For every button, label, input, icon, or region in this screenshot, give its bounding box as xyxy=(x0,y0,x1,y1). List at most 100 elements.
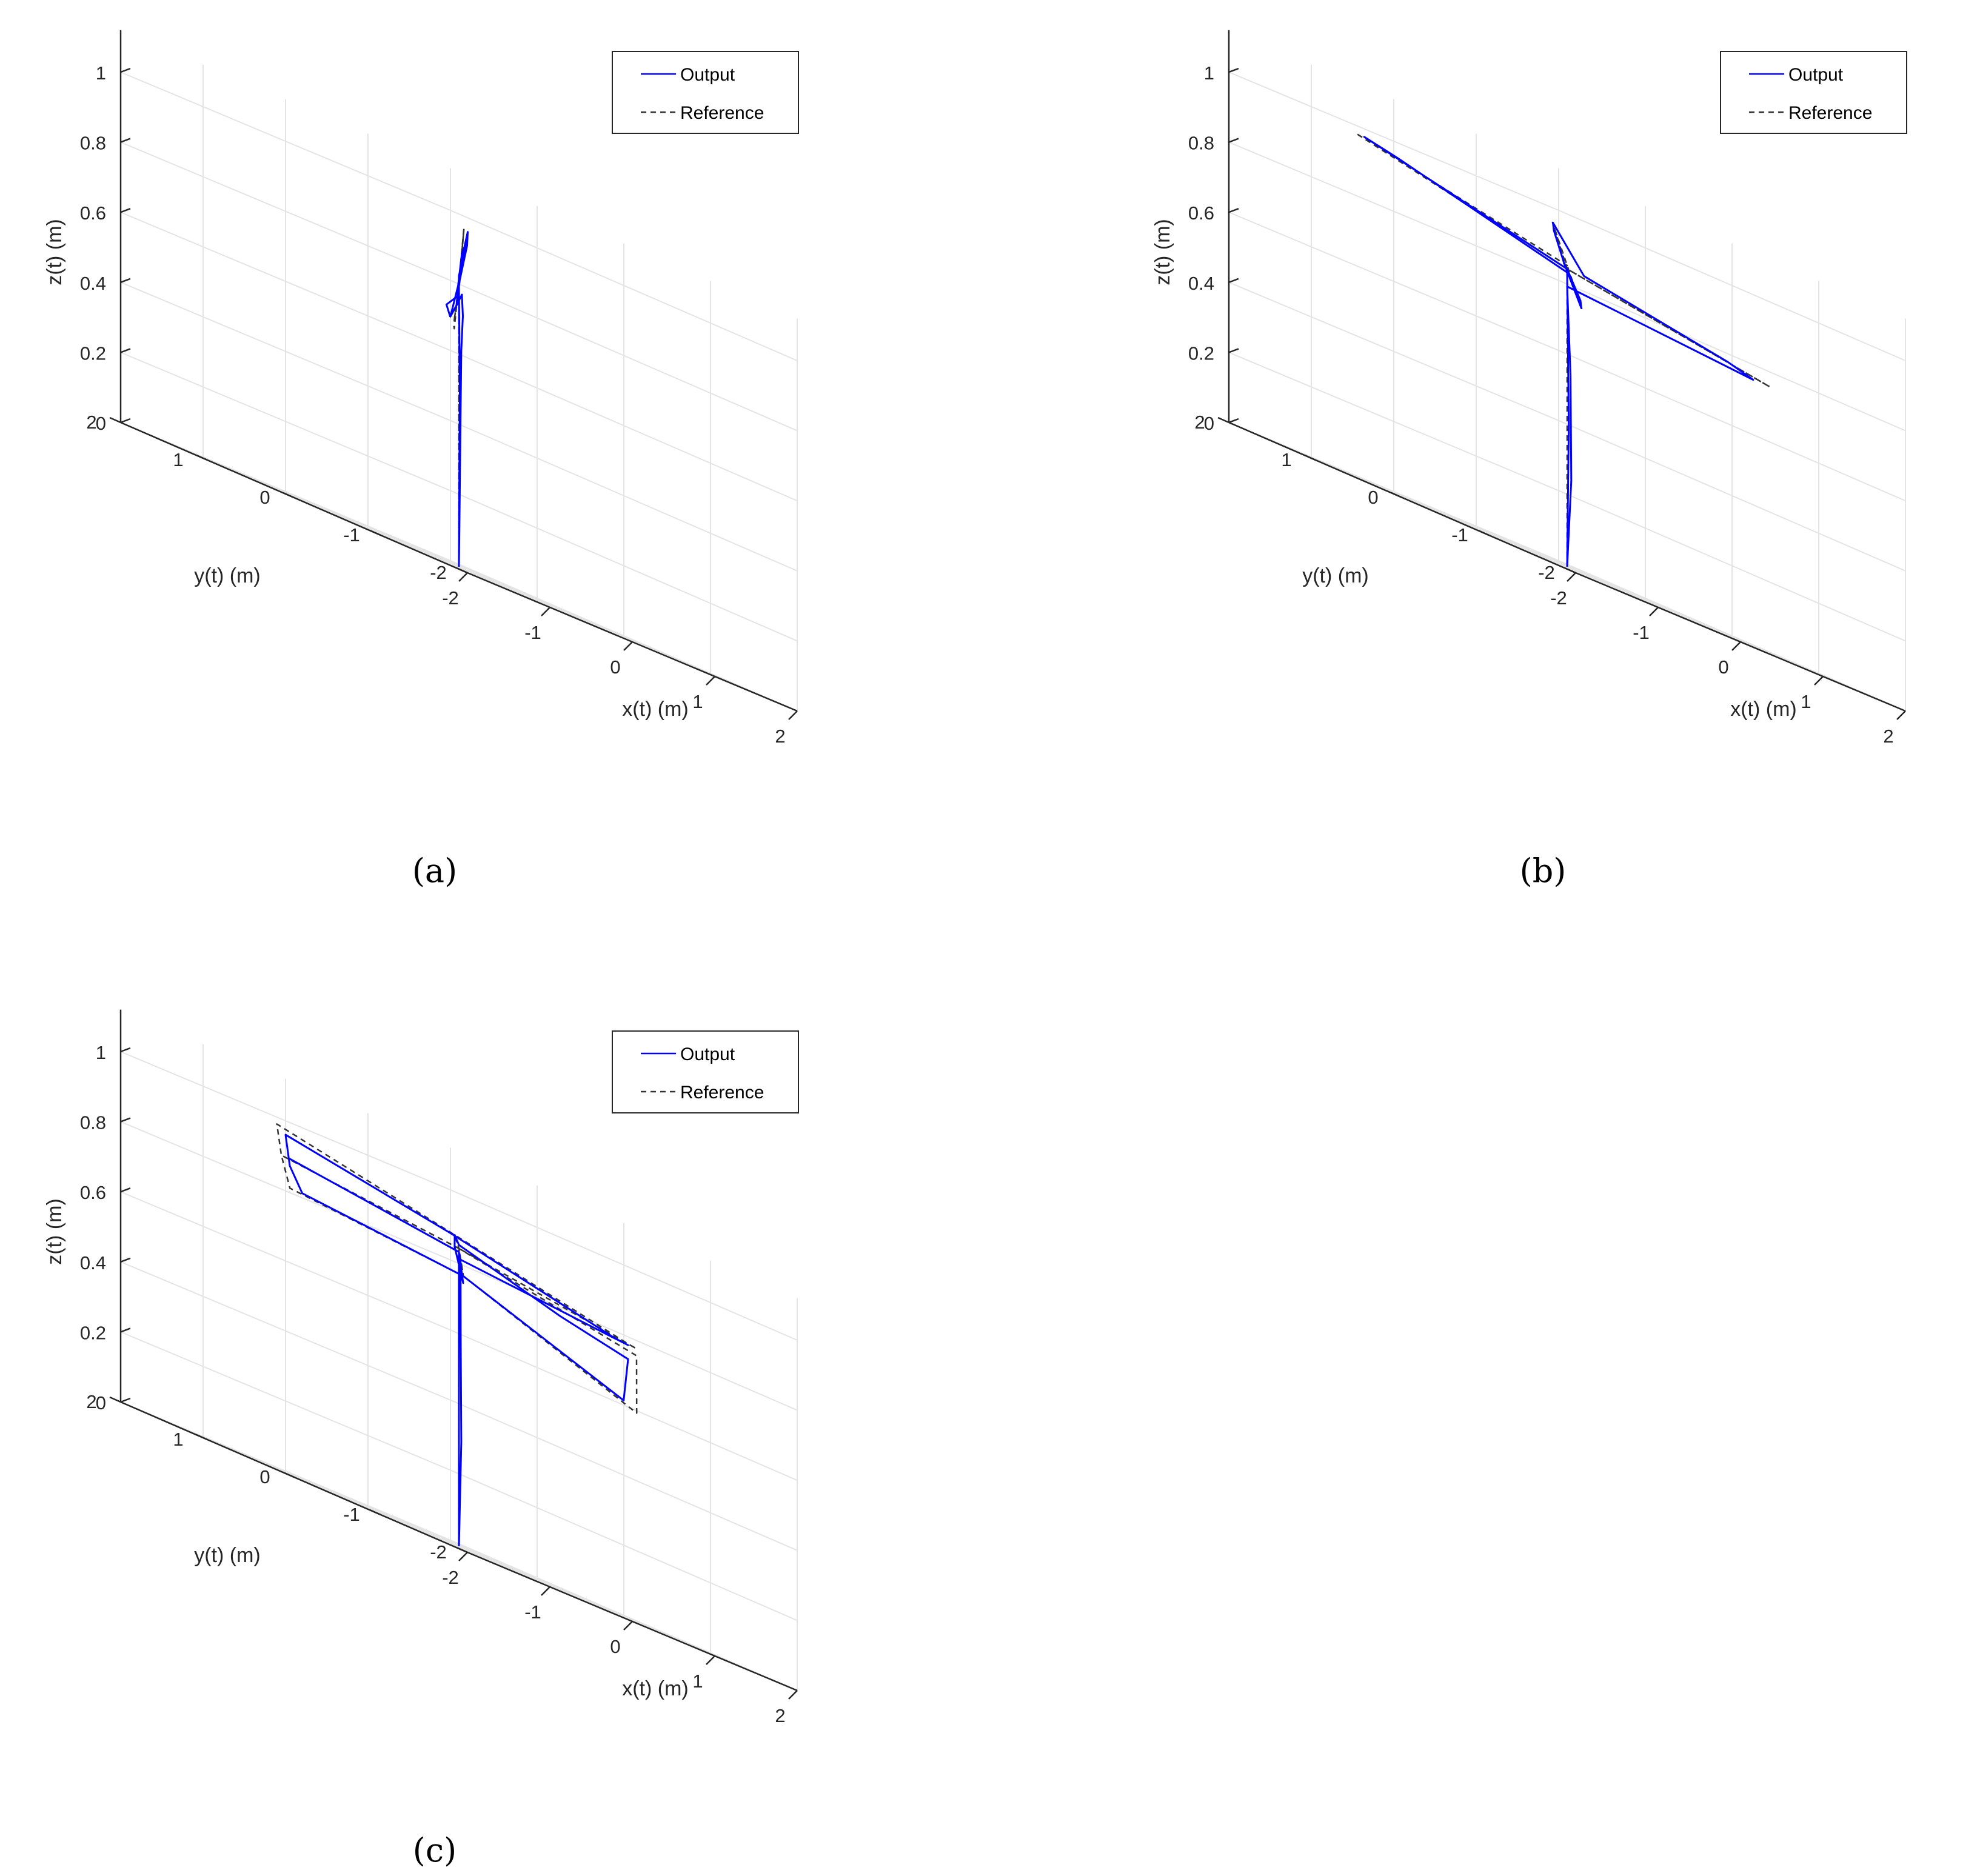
series-output-line xyxy=(1363,136,1754,567)
y-tick-label: 0 xyxy=(259,1466,270,1487)
y-tick xyxy=(456,567,468,574)
z-tick xyxy=(1228,67,1239,73)
x-tick xyxy=(1567,572,1576,582)
legend-label-output: Output xyxy=(680,1044,735,1064)
z-tick-label: 0 xyxy=(1204,413,1214,434)
y-tick-label: 1 xyxy=(1281,449,1291,470)
legend: Output Reference xyxy=(1720,51,1907,134)
grid-wall-yz-h xyxy=(1228,352,1559,492)
z-tick-label: 0.8 xyxy=(1188,133,1214,154)
grid-wall-xz-h xyxy=(1558,560,1906,712)
z-tick xyxy=(120,1187,131,1193)
y-tick-label: 2 xyxy=(86,412,96,433)
grid-wall-xz-h xyxy=(450,560,798,712)
grid-wall-yz-h xyxy=(120,1191,451,1331)
z-tick xyxy=(120,1397,131,1403)
series-group xyxy=(445,226,469,567)
y-tick xyxy=(1304,454,1316,461)
z-tick-label: 0.4 xyxy=(80,273,106,294)
z-tick-label: 0.8 xyxy=(80,133,106,154)
z-tick-label: 1 xyxy=(96,1042,106,1063)
z-tick xyxy=(120,418,131,424)
x-tick xyxy=(1731,641,1741,651)
axes xyxy=(109,30,798,720)
z-tick xyxy=(120,67,131,73)
y-tick-label: -2 xyxy=(430,1541,447,1563)
y-tick xyxy=(196,1434,208,1441)
grid-wall-yz-h xyxy=(120,1121,451,1261)
y-tick-label: 2 xyxy=(1194,412,1205,433)
x-tick-label: 2 xyxy=(1883,726,1893,747)
z-tick xyxy=(1228,208,1239,213)
grid-wall-xz-h xyxy=(450,1399,798,1551)
z-tick xyxy=(120,208,131,213)
grid-wall-yz-h xyxy=(120,1331,451,1471)
x-tick xyxy=(1649,607,1659,616)
z-tick-label: 0.2 xyxy=(1188,342,1214,364)
z-tick-label: 0.6 xyxy=(1188,202,1214,224)
y-tick xyxy=(1217,416,1229,424)
series-reference-line xyxy=(276,1123,638,1546)
z-tick-label: 0 xyxy=(96,1392,106,1414)
x-tick-label: 1 xyxy=(692,691,703,712)
y-tick xyxy=(456,1546,468,1554)
axes xyxy=(1217,30,1906,720)
legend-box xyxy=(612,1030,799,1113)
x-tick xyxy=(541,607,550,616)
x-tick xyxy=(541,1586,550,1596)
grid-wall-xz-h xyxy=(450,350,798,502)
z-tick xyxy=(1228,348,1239,353)
x-tick xyxy=(706,676,715,686)
x-tick xyxy=(788,710,798,720)
series-group xyxy=(1355,132,1771,567)
z-tick-label: 0.8 xyxy=(80,1112,106,1133)
y-tick-label: 2 xyxy=(86,1391,96,1412)
z-tick-label: 0.6 xyxy=(80,202,106,224)
x-tick xyxy=(706,1655,715,1665)
series-reference-line xyxy=(453,226,465,567)
y-tick xyxy=(283,1471,295,1478)
panel-caption: (c) xyxy=(413,1831,457,1869)
grid-wall-xz-h xyxy=(1558,279,1906,432)
x-tick xyxy=(1896,710,1906,720)
grid-wall-xz-h xyxy=(450,1189,798,1341)
x-tick-label: 1 xyxy=(1801,691,1811,712)
z-tick xyxy=(1228,278,1239,283)
y-tick-label: 0 xyxy=(259,487,270,508)
y-tick xyxy=(196,454,208,461)
y-tick-label: 1 xyxy=(173,449,183,470)
x-tick xyxy=(458,1552,468,1561)
grid-wall-xz-h xyxy=(450,419,798,572)
y-tick xyxy=(369,529,381,536)
x-tick-label: -2 xyxy=(1550,587,1567,609)
legend-label-output: Output xyxy=(1788,65,1844,85)
z-tick xyxy=(120,1047,131,1053)
grid-wall-xz-h xyxy=(1558,210,1906,361)
y-axis-label: y(t) (m) xyxy=(194,564,261,587)
z-tick-label: 0.4 xyxy=(1188,273,1214,294)
grid-wall-yz-h xyxy=(120,212,451,352)
grid-wall-yz-h xyxy=(120,281,451,421)
legend-label-output: Output xyxy=(680,65,735,85)
x-axis-label: x(t) (m) xyxy=(622,1677,689,1700)
x-tick-label: -2 xyxy=(442,1567,459,1588)
grid-wall-xz-h xyxy=(450,490,798,642)
x-tick-label: 0 xyxy=(1718,656,1728,678)
y-tick-label: -1 xyxy=(343,524,360,546)
x-tick-label: 0 xyxy=(610,656,620,678)
x-tick xyxy=(458,572,468,582)
z-tick-label: 1 xyxy=(1204,62,1214,84)
z-tick xyxy=(120,1257,131,1263)
legend-label-reference: Reference xyxy=(680,1083,764,1103)
z-axis-label: z(t) (m) xyxy=(43,1198,66,1265)
z-tick xyxy=(120,1117,131,1123)
z-tick xyxy=(120,138,131,143)
x-tick-label: 1 xyxy=(692,1671,703,1692)
z-tick-label: 1 xyxy=(96,62,106,84)
series-output-line xyxy=(445,231,469,567)
x-tick xyxy=(623,641,633,651)
grid-wall-yz-h xyxy=(1228,281,1559,421)
x-tick-label: -2 xyxy=(442,587,459,609)
